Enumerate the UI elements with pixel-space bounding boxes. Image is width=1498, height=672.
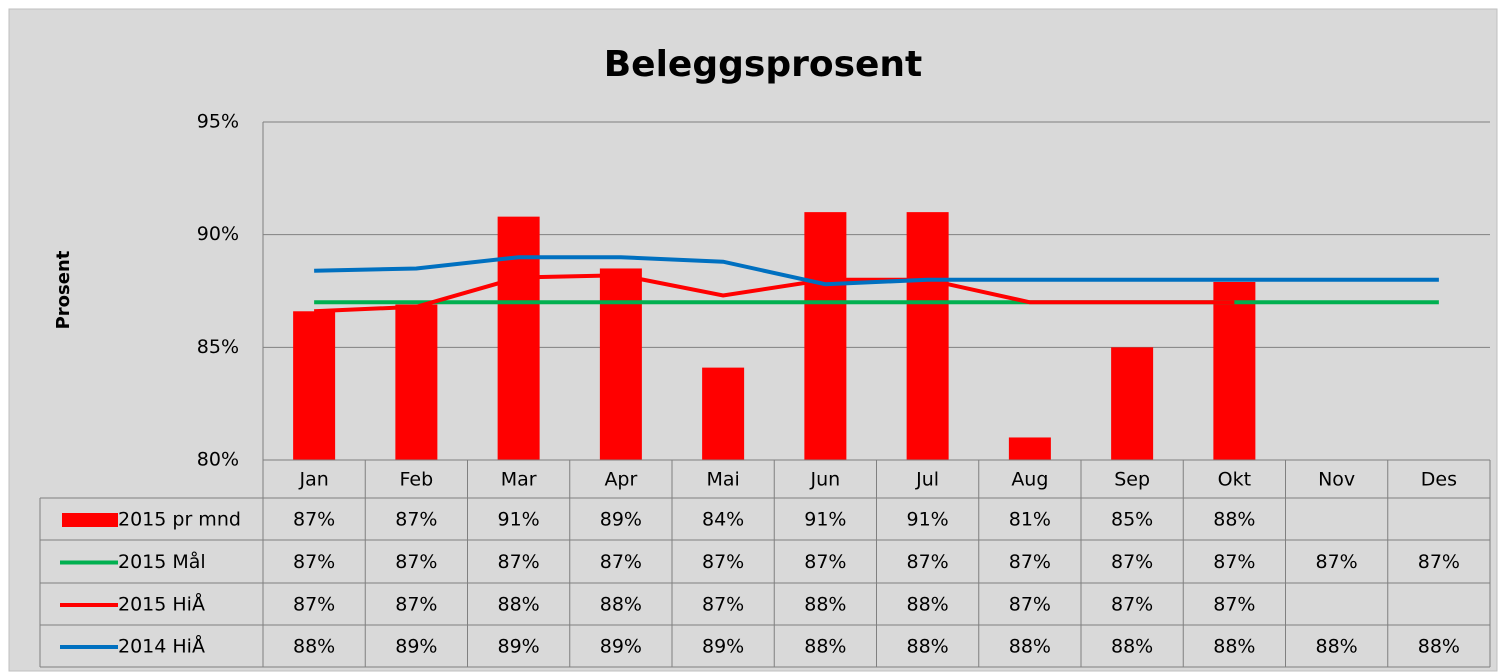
- table-value: 88%: [1213, 509, 1255, 531]
- bar: [293, 311, 336, 460]
- x-tick-label: Okt: [1218, 469, 1251, 491]
- x-tick-label: Mar: [501, 469, 537, 491]
- chart-title: Beleggsprosent: [604, 44, 923, 85]
- table-value: 88%: [1316, 636, 1358, 658]
- x-tick-label: Jul: [915, 469, 939, 491]
- y-tick-label: 95%: [197, 111, 239, 133]
- x-tick-label: Sep: [1114, 469, 1150, 491]
- bar: [599, 268, 642, 460]
- x-tick-label: Jan: [298, 469, 328, 491]
- x-tick-label: Aug: [1011, 469, 1048, 491]
- y-tick-label: 90%: [197, 223, 239, 245]
- line-series: [314, 255, 1439, 287]
- legend-label: 2014 HiÅ: [118, 635, 205, 658]
- table-value: 89%: [702, 636, 744, 658]
- table-value: 87%: [293, 594, 335, 616]
- table-value: 87%: [1213, 551, 1255, 573]
- legend-label: 2015 pr mnd: [118, 509, 241, 531]
- bar: [1111, 347, 1154, 460]
- y-tick-label: 80%: [197, 449, 239, 471]
- bar: [804, 212, 847, 460]
- table-value: 87%: [804, 551, 846, 573]
- line-series: [314, 273, 1235, 314]
- table-value: 87%: [1009, 594, 1051, 616]
- table-value: 87%: [395, 594, 437, 616]
- legend-key: [62, 513, 118, 527]
- table-value: 88%: [907, 636, 949, 658]
- table-value: 91%: [804, 509, 846, 531]
- table-value: 88%: [600, 594, 642, 616]
- table-value: 88%: [804, 636, 846, 658]
- table-value: 88%: [498, 594, 540, 616]
- table-value: 87%: [1009, 551, 1051, 573]
- legend-label: 2015 Mål: [118, 550, 206, 573]
- table-value: 87%: [1418, 551, 1460, 573]
- x-tick-label: Des: [1421, 469, 1457, 491]
- legend-label: 2015 HiÅ: [118, 593, 205, 616]
- table-value: 89%: [600, 636, 642, 658]
- table-value: 87%: [907, 551, 949, 573]
- bar: [395, 304, 438, 460]
- table-value: 84%: [702, 509, 744, 531]
- table-value: 87%: [702, 594, 744, 616]
- table-value: 87%: [395, 551, 437, 573]
- table-value: 87%: [395, 509, 437, 531]
- table-value: 88%: [1111, 636, 1153, 658]
- x-tick-label: Jun: [810, 469, 841, 491]
- table-value: 87%: [1316, 551, 1358, 573]
- table-value: 89%: [600, 509, 642, 531]
- table-value: 88%: [907, 594, 949, 616]
- table-value: 87%: [293, 509, 335, 531]
- table-value: 87%: [498, 551, 540, 573]
- table-value: 88%: [1213, 636, 1255, 658]
- table-value: 87%: [600, 551, 642, 573]
- bar: [497, 216, 540, 460]
- table-value: 87%: [1213, 594, 1255, 616]
- bar: [1008, 437, 1051, 460]
- y-tick-label: 85%: [197, 336, 239, 358]
- table-value: 88%: [1009, 636, 1051, 658]
- table-value: 91%: [907, 509, 949, 531]
- table-value: 87%: [702, 551, 744, 573]
- table-value: 88%: [804, 594, 846, 616]
- table-value: 88%: [293, 636, 335, 658]
- table-value: 88%: [1418, 636, 1460, 658]
- x-tick-label: Mai: [706, 469, 739, 491]
- x-tick-label: Apr: [604, 469, 637, 491]
- bar: [1213, 281, 1256, 460]
- table-value: 89%: [498, 636, 540, 658]
- table-value: 87%: [293, 551, 335, 573]
- table-value: 81%: [1009, 509, 1051, 531]
- x-tick-label: Feb: [400, 469, 434, 491]
- bar: [702, 367, 745, 460]
- table-value: 91%: [498, 509, 540, 531]
- table-value: 85%: [1111, 509, 1153, 531]
- table-value: 89%: [395, 636, 437, 658]
- x-tick-label: Nov: [1318, 469, 1355, 491]
- table-value: 87%: [1111, 551, 1153, 573]
- y-axis-label: Prosent: [53, 250, 74, 329]
- bar: [906, 212, 949, 460]
- table-value: 87%: [1111, 594, 1153, 616]
